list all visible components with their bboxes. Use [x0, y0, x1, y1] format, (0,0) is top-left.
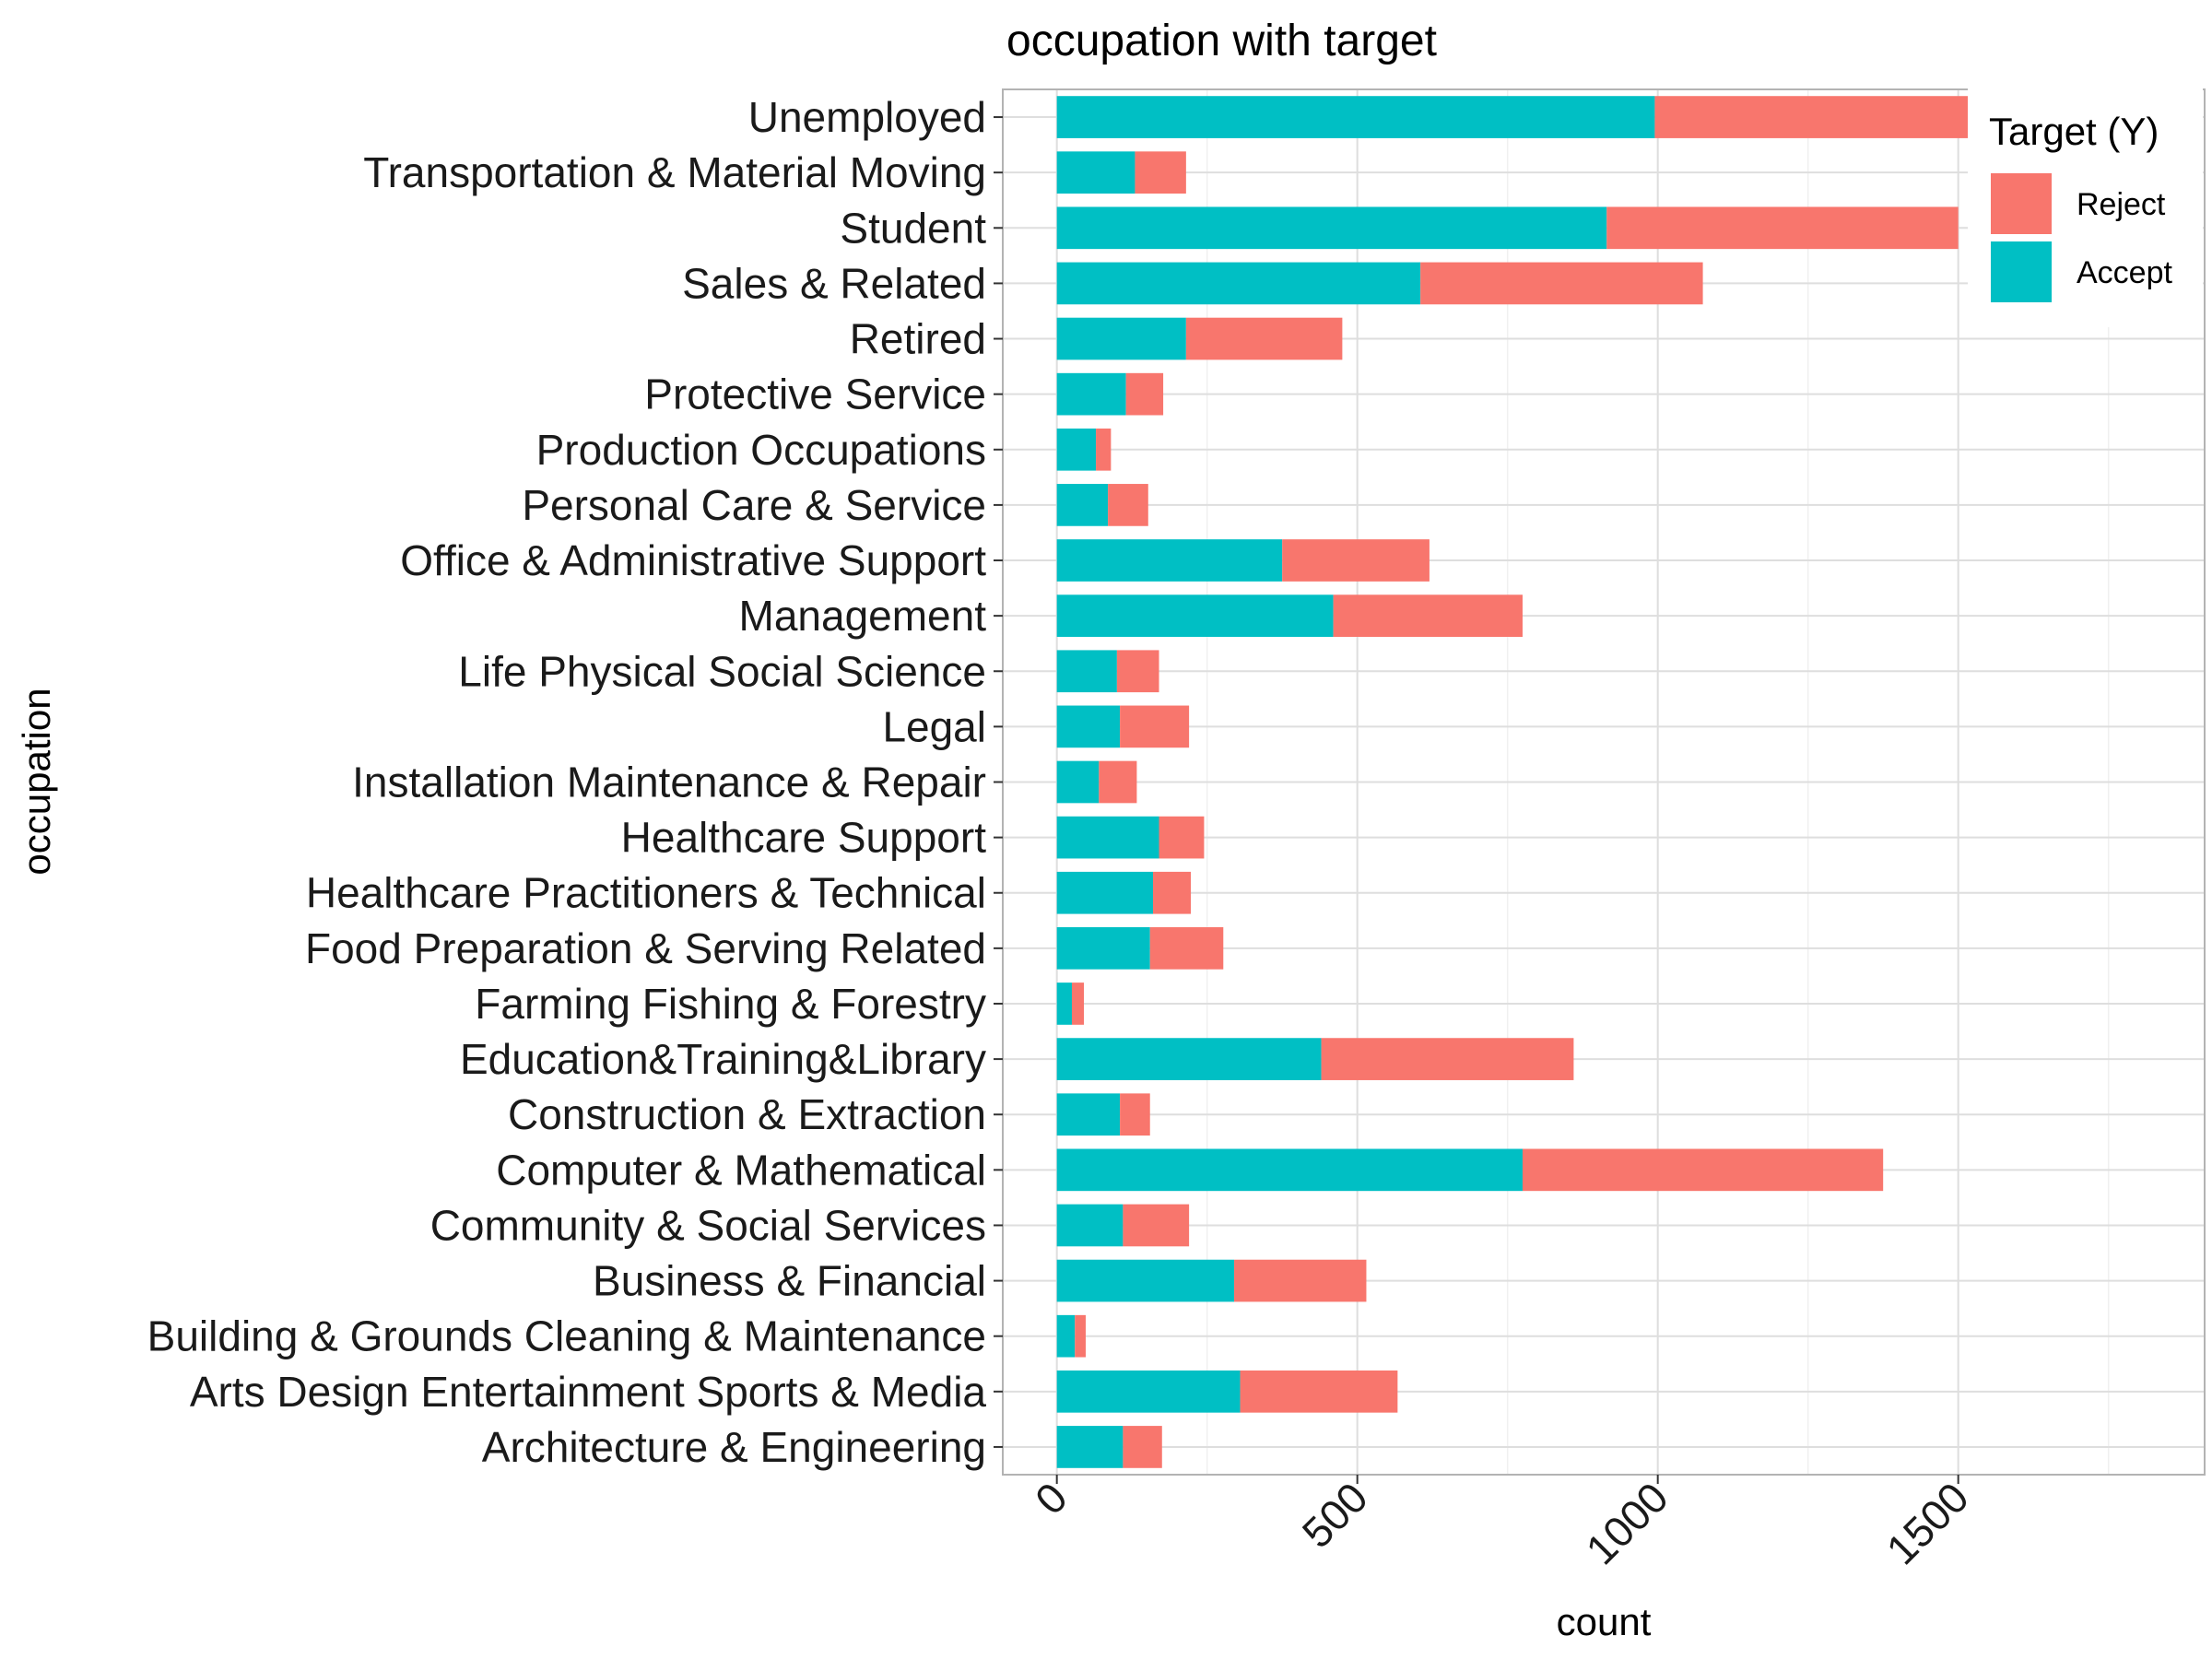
y-tick-label: Computer & Mathematical — [496, 1146, 986, 1194]
bar-reject — [1185, 317, 1343, 360]
legend-label-accept: Accept — [2077, 255, 2172, 290]
y-tick-label: Healthcare Support — [621, 814, 987, 862]
bar-reject — [1153, 871, 1192, 914]
bar-accept — [1056, 650, 1117, 693]
y-tick-label: Construction & Extraction — [508, 1090, 986, 1138]
bar-reject — [1123, 1204, 1190, 1247]
y-tick-label: Personal Care & Service — [522, 481, 986, 529]
bar-accept — [1056, 871, 1153, 914]
chart-title: occupation with target — [1006, 17, 1437, 65]
legend: Target (Y) Reject Accept — [1968, 88, 2203, 327]
y-tick-label: Healthcare Practitioners & Technical — [306, 869, 986, 917]
bar-reject — [1240, 1370, 1398, 1413]
y-tick-label: Production Occupations — [536, 426, 986, 474]
bar-reject — [1108, 484, 1148, 526]
bar-accept — [1056, 927, 1150, 970]
bar-accept — [1056, 1038, 1322, 1080]
bar-reject — [1071, 982, 1085, 1025]
y-tick-label: Sales & Related — [682, 259, 986, 307]
bar-accept — [1056, 428, 1097, 471]
bar-accept — [1056, 1093, 1121, 1136]
y-tick-label: Student — [840, 204, 986, 252]
bar-accept — [1056, 484, 1109, 526]
y-tick-label: Office & Administrative Support — [400, 536, 986, 584]
y-tick-label: Retired — [850, 315, 986, 363]
bar-reject — [1116, 650, 1159, 693]
bar-reject — [1522, 1148, 1884, 1192]
bar-reject — [1606, 206, 1959, 250]
bar-accept — [1056, 594, 1334, 637]
bar-accept — [1056, 1204, 1124, 1247]
y-tick-label: Building & Grounds Cleaning & Maintenanc… — [147, 1312, 986, 1360]
y-tick-label: Transportation & Material Moving — [363, 148, 986, 196]
bar-accept — [1056, 760, 1100, 804]
y-tick-label: Food Preparation & Serving Related — [305, 924, 986, 972]
bar-accept — [1056, 705, 1121, 748]
bar-accept — [1056, 317, 1186, 360]
y-tick-label: Farming Fishing & Forestry — [475, 980, 986, 1028]
bar-reject — [1234, 1259, 1367, 1302]
bar-accept — [1056, 96, 1655, 138]
legend-title: Target (Y) — [1989, 110, 2159, 153]
bar-reject — [1420, 262, 1703, 305]
y-axis-title: occupation — [15, 688, 58, 875]
bar-reject — [1120, 705, 1190, 748]
bar-reject — [1149, 927, 1224, 970]
bar-accept — [1056, 539, 1283, 582]
y-tick-label: Business & Financial — [593, 1257, 986, 1305]
legend-swatch-reject — [1991, 173, 2052, 234]
bar-reject — [1096, 428, 1112, 471]
bar-accept — [1056, 982, 1072, 1025]
bar-accept — [1056, 1148, 1523, 1192]
bar-reject — [1159, 816, 1205, 859]
bar-accept — [1056, 1259, 1235, 1302]
bar-reject — [1123, 1426, 1162, 1468]
bar-reject — [1099, 760, 1137, 804]
bar-reject — [1333, 594, 1523, 637]
x-axis-title: count — [1557, 1600, 1652, 1643]
y-tick-label: Protective Service — [644, 371, 986, 418]
bar-reject — [1125, 372, 1164, 416]
bar-reject — [1282, 539, 1430, 582]
bar-accept — [1056, 1426, 1124, 1468]
bar-accept — [1056, 816, 1159, 859]
bar-reject — [1075, 1314, 1086, 1358]
legend-label-reject: Reject — [2077, 187, 2166, 222]
y-axis: Unemployed Transportation & Material Movi… — [147, 93, 1003, 1471]
bar-accept — [1056, 1370, 1241, 1413]
bar-accept — [1056, 372, 1126, 416]
y-tick-label: Education&Training&Library — [460, 1035, 986, 1083]
bars — [1056, 96, 2184, 1468]
bar-reject — [1135, 151, 1186, 194]
legend-swatch-accept — [1991, 241, 2052, 302]
bar-accept — [1056, 206, 1607, 250]
y-tick-label: Management — [739, 592, 987, 640]
y-tick-label: Legal — [882, 702, 986, 750]
y-tick-label: Installation Maintenance & Repair — [352, 759, 986, 806]
y-tick-label: Unemployed — [748, 93, 986, 141]
bar-reject — [1120, 1093, 1150, 1136]
y-tick-label: Community & Social Services — [430, 1201, 986, 1249]
y-tick-label: Architecture & Engineering — [482, 1423, 986, 1471]
y-tick-label: Life Physical Social Science — [458, 647, 986, 695]
bar-accept — [1056, 262, 1421, 305]
bar-accept — [1056, 151, 1135, 194]
bar-accept — [1056, 1314, 1076, 1358]
bar-reject — [1321, 1038, 1574, 1080]
y-tick-label: Arts Design Entertainment Sports & Media — [190, 1368, 987, 1416]
